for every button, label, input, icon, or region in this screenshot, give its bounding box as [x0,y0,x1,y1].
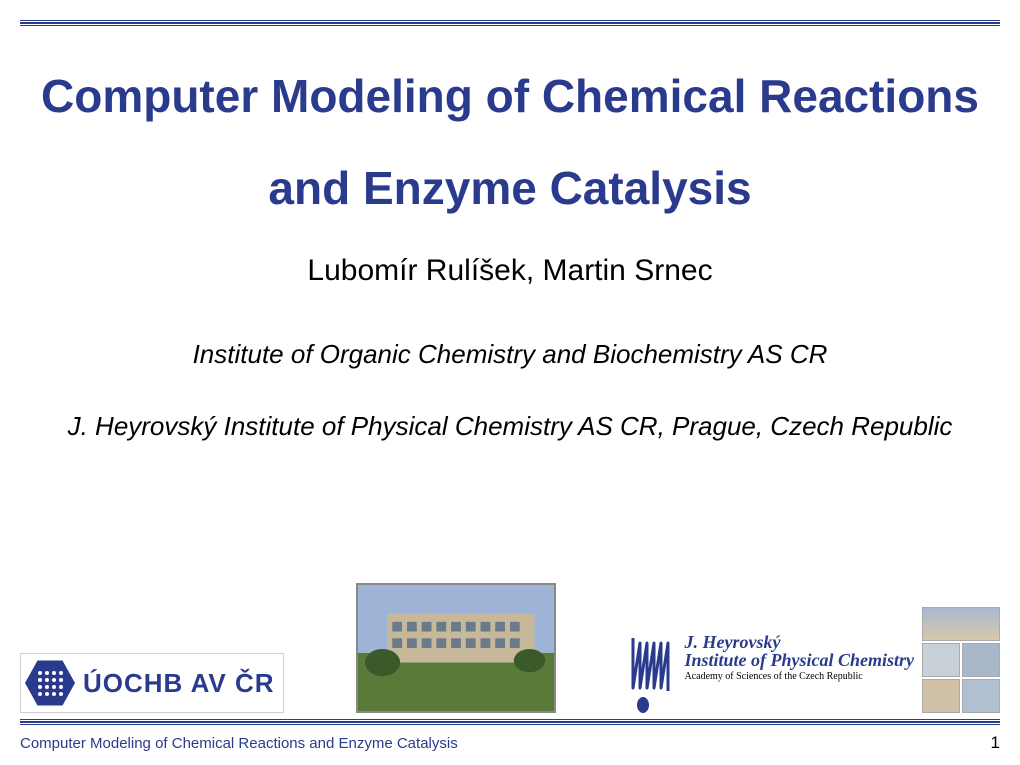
heyrovsky-line3: Academy of Sciences of the Czech Republi… [684,671,914,682]
hexagon-icon [25,658,75,708]
authors: Lubomír Rulíšek, Martin Srnec [20,254,1000,288]
building-photo [356,583,556,713]
affiliation-1: Institute of Organic Chemistry and Bioch… [20,336,1000,372]
top-rule [20,20,1000,26]
footer: Computer Modeling of Chemical Reactions … [20,733,1000,753]
heyrovsky-line1: J. Heyrovský [684,633,914,651]
heyrovsky-logo: J. Heyrovský Institute of Physical Chemi… [628,633,914,713]
logos-row: ÚOCHB AV ČR J. Heyr [20,583,1000,713]
wave-icon [628,633,678,713]
heyrovsky-block: J. Heyrovský Institute of Physical Chemi… [628,607,1000,713]
page-number: 1 [991,733,1000,753]
bottom-rule [20,719,1000,725]
uochb-text: ÚOCHB AV ČR [83,668,275,699]
uochb-logo: ÚOCHB AV ČR [20,653,284,713]
slide-title: Computer Modeling of Chemical Reactions … [20,50,1000,234]
heyrovsky-line2: Institute of Physical Chemistry [684,651,914,669]
photo-collage [922,607,1000,713]
footer-title: Computer Modeling of Chemical Reactions … [20,735,458,752]
affiliation-2: J. Heyrovský Institute of Physical Chemi… [20,408,1000,444]
